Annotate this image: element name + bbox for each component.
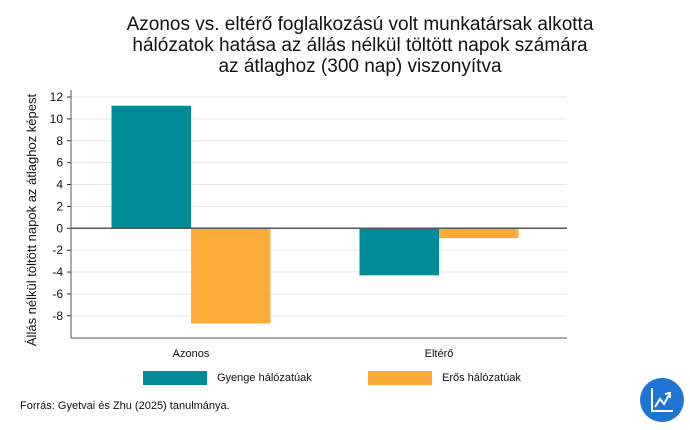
- y-tick-label: 10: [50, 112, 64, 126]
- source-note: Forrás: Gyetvai és Zhu (2025) tanulmánya…: [20, 400, 230, 412]
- x-tick-label: Azonos: [173, 348, 210, 360]
- legend-label: Gyenge hálózatúak: [217, 372, 312, 384]
- legend-label: Erős hálózatúak: [442, 372, 521, 384]
- legend-item: Erős hálózatúak: [368, 371, 521, 385]
- bar: [191, 228, 271, 324]
- y-tick-label: -6: [52, 287, 63, 301]
- y-tick-label: -2: [52, 243, 63, 257]
- y-tick-label: -4: [52, 265, 63, 279]
- y-tick-label: 2: [56, 199, 63, 213]
- x-tick-label: Eltérő: [425, 348, 454, 360]
- trend-chart-icon[interactable]: [640, 378, 684, 422]
- title-line: Azonos vs. eltérő foglalkozású volt munk…: [126, 14, 594, 35]
- bar: [359, 228, 439, 276]
- y-tick-label: 4: [56, 178, 63, 192]
- y-tick-label: 0: [56, 221, 63, 235]
- y-tick-label: 6: [56, 156, 63, 170]
- bar: [439, 228, 519, 239]
- y-tick-label: 8: [56, 134, 63, 148]
- y-tick-label: -8: [52, 309, 63, 323]
- legend-swatch: [143, 371, 207, 385]
- legend-item: Gyenge hálózatúak: [143, 371, 312, 385]
- legend-swatch: [368, 371, 432, 385]
- y-axis-label: Állás nélkül töltött napok az átlaghoz k…: [24, 94, 39, 347]
- bar: [111, 105, 191, 229]
- chart-title: Azonos vs. eltérő foglalkozású volt munk…: [60, 14, 660, 77]
- y-tick-label: 12: [50, 90, 64, 104]
- title-line: az átlaghoz (300 nap) viszonyítva: [218, 56, 502, 77]
- title-line: hálózatok hatása az állás nélkül töltött…: [132, 35, 588, 56]
